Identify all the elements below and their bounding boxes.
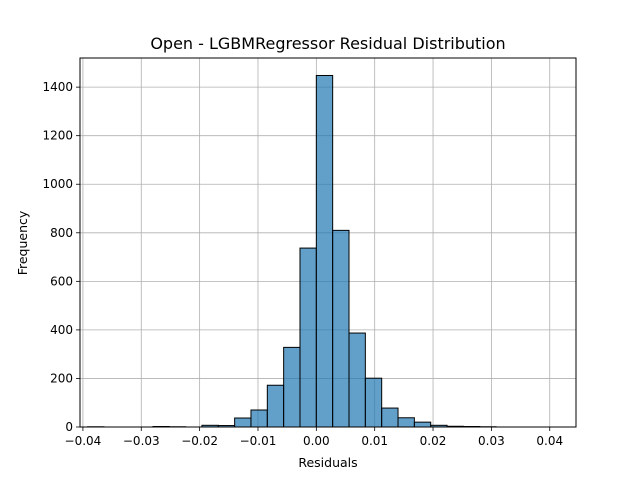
histogram-bar	[266, 384, 285, 428]
histogram-bar	[397, 417, 415, 428]
histogram-bar	[332, 229, 350, 428]
histogram-bar	[413, 421, 432, 428]
x-tick-label: 0.01	[361, 434, 388, 448]
y-tick-label: 1400	[42, 80, 73, 94]
x-tick-label: −0.04	[65, 434, 102, 448]
y-tick-label: 200	[50, 371, 73, 385]
chart-title: Open - LGBMRegressor Residual Distributi…	[150, 34, 505, 53]
y-tick-label: 1200	[42, 129, 73, 143]
histogram-bar	[348, 332, 366, 428]
histogram-bar	[364, 377, 383, 428]
y-tick-label: 0	[65, 420, 73, 434]
histogram-bar	[234, 417, 252, 428]
x-tick-label: 0.02	[420, 434, 447, 448]
histogram-bar	[250, 409, 268, 428]
histogram-bar	[299, 247, 317, 428]
x-tick-label: 0.04	[536, 434, 563, 448]
histogram-bar	[381, 407, 399, 428]
x-axis-ticks: −0.04 −0.03 −0.02 −0.01 0.00 0.01 0.02 0.03 0.04	[65, 427, 563, 448]
histogram-bar	[315, 74, 334, 428]
histogram-bar	[283, 346, 301, 428]
x-tick-label: −0.02	[181, 434, 218, 448]
plot-frame	[79, 57, 577, 428]
y-tick-label: 400	[50, 323, 73, 337]
y-tick-label: 800	[50, 226, 73, 240]
x-tick-label: 0.03	[478, 434, 505, 448]
y-tick-label: 600	[50, 274, 73, 288]
y-tick-label: 1000	[42, 177, 73, 191]
x-tick-label: −0.01	[240, 434, 277, 448]
y-axis-label: Frequency	[15, 210, 30, 275]
x-tick-label: 0.00	[303, 434, 330, 448]
y-axis-ticks: 0 200 400 600 800 1000 1200 1400	[42, 80, 80, 434]
x-tick-label: −0.03	[123, 434, 160, 448]
x-axis-label: Residuals	[298, 455, 357, 470]
